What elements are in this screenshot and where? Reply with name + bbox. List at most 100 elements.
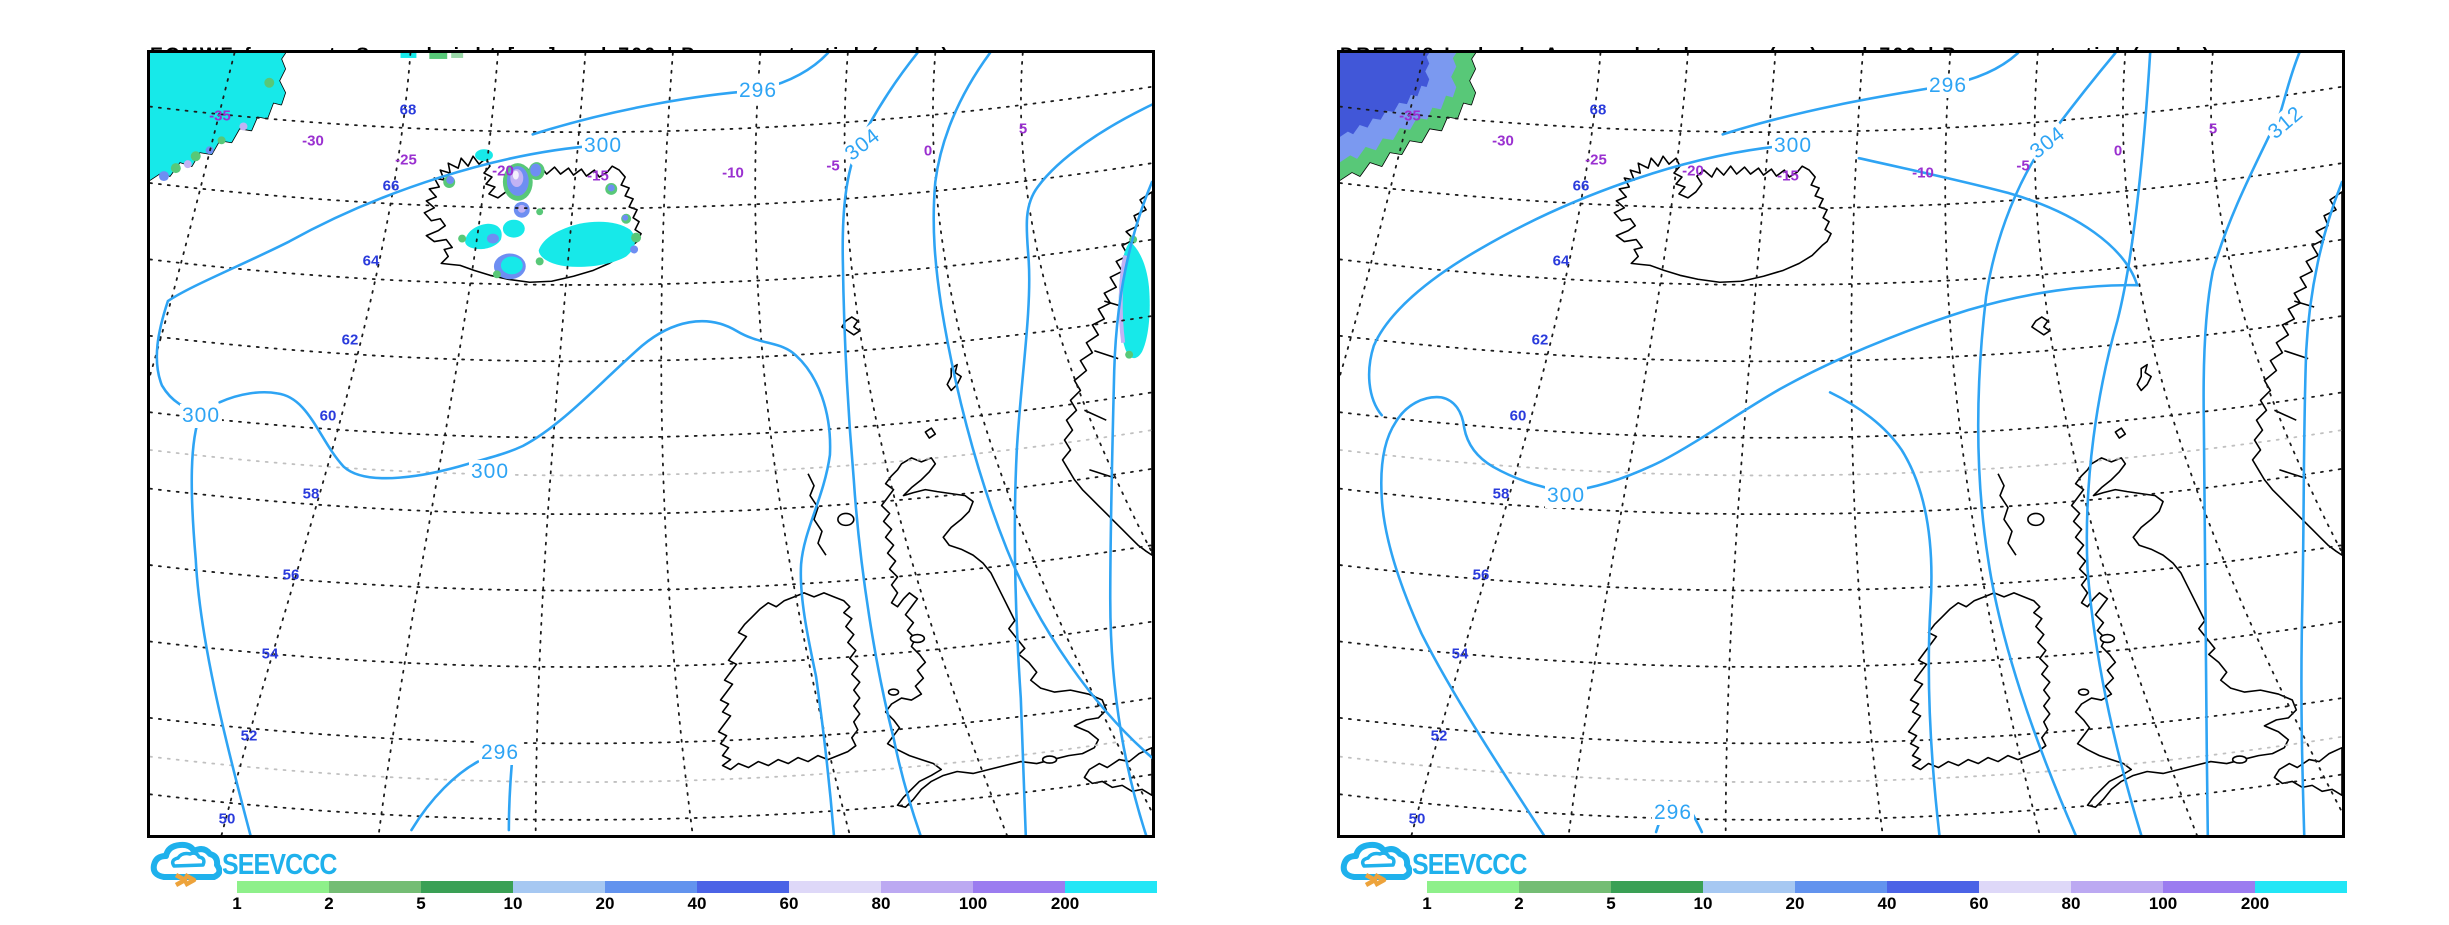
temperature-label: 0 xyxy=(923,142,933,160)
geopotential-contour-label: 296 xyxy=(1926,74,1970,98)
snow-field-overlay xyxy=(150,53,1150,359)
temperature-label: -10 xyxy=(1912,164,1934,182)
latitude-label: 56 xyxy=(1472,566,1490,584)
temperature-label: -25 xyxy=(395,151,417,169)
temperature-label: -35 xyxy=(1399,107,1421,125)
coastlines xyxy=(1340,53,2342,809)
temperature-label: 5 xyxy=(2208,120,2218,138)
colorbar-segment xyxy=(1427,881,1519,893)
temperature-label: 0 xyxy=(2113,142,2123,160)
temperature-label: -5 xyxy=(2016,157,2030,175)
colorbar-tick-label: 100 xyxy=(958,894,988,913)
latitude-label: 50 xyxy=(1408,810,1426,828)
latitude-label: 68 xyxy=(1589,101,1607,119)
colorbar-tick-label: 80 xyxy=(871,894,891,913)
cloud-logo-icon xyxy=(148,835,223,896)
colorbar-segment xyxy=(237,881,329,893)
colorbar-segment xyxy=(1611,881,1703,893)
colorbar-segment xyxy=(421,881,513,893)
snow-colorbar-labels: 1 2 5 10 20 40 60 80 100 200 xyxy=(232,894,1157,916)
temperature-label: -25 xyxy=(1585,151,1607,169)
cloud-logo-svg xyxy=(1340,841,1413,887)
snow-field-overlay xyxy=(1340,53,1476,181)
colorbar-segment xyxy=(1703,881,1795,893)
latitude-label: 66 xyxy=(1572,177,1590,195)
latitude-label: 64 xyxy=(362,252,380,270)
colorbar-segment xyxy=(1065,881,1157,893)
colorbar-segment xyxy=(2071,881,2163,893)
temperature-label: -20 xyxy=(492,162,514,180)
colorbar-tick-label: 2 xyxy=(1514,894,1524,913)
colorbar-tick-label: 60 xyxy=(1969,894,1989,913)
seevccc-logo: SEEVCCC xyxy=(1338,836,1545,894)
colorbar-tick-label: 20 xyxy=(595,894,615,913)
temperature-label: -30 xyxy=(302,132,324,150)
colorbar-tick-label: 40 xyxy=(1877,894,1897,913)
geopotential-contour-label: 300 xyxy=(1771,134,1815,158)
temperature-label: -5 xyxy=(826,157,840,175)
temperature-label: 5 xyxy=(1018,120,1028,138)
map-canvas xyxy=(1340,53,2342,835)
geopotential-contour-label: 300 xyxy=(1544,484,1588,508)
colorbar-segment xyxy=(697,881,789,893)
geopotential-contour-label: 296 xyxy=(1651,801,1695,825)
temperature-label: -10 xyxy=(722,164,744,182)
latitude-label: 60 xyxy=(319,407,337,425)
temperature-label: -20 xyxy=(1682,162,1704,180)
map-canvas xyxy=(150,53,1152,835)
snow-colorbar-labels: 1 2 5 10 20 40 60 80 100 200 xyxy=(1422,894,2347,916)
latitude-label: 62 xyxy=(1531,331,1549,349)
cloud-logo-icon xyxy=(1338,835,1413,896)
graticule-grid xyxy=(150,53,1152,835)
temperature-label: -30 xyxy=(1492,132,1514,150)
latitude-label: 54 xyxy=(261,645,279,663)
latitude-label: 64 xyxy=(1552,252,1570,270)
colorbar-tick-label: 2 xyxy=(324,894,334,913)
colorbar-segment xyxy=(1887,881,1979,893)
snow-colorbar xyxy=(1427,881,2347,893)
colorbar-tick-label: 40 xyxy=(687,894,707,913)
colorbar-tick-label: 1 xyxy=(232,894,242,913)
colorbar-tick-label: 5 xyxy=(416,894,426,913)
colorbar-tick-label: 200 xyxy=(2240,894,2270,913)
graticule-grid xyxy=(1340,53,2342,835)
coastlines xyxy=(150,53,1152,809)
colorbar-segment xyxy=(2255,881,2347,893)
colorbar-segment xyxy=(789,881,881,893)
map-dream8: 68 66 64 62 60 58 56 54 52 50 -35 -30 -25 -20 -15 -10 -5… xyxy=(1337,50,2345,838)
geopotential-contour-label: 296 xyxy=(736,79,780,103)
temperature-label: -15 xyxy=(1777,167,1799,185)
colorbar-segment xyxy=(329,881,421,893)
latitude-label: 52 xyxy=(240,727,258,745)
latitude-label: 60 xyxy=(1509,407,1527,425)
colorbar-segment xyxy=(1519,881,1611,893)
geopotential-contour-label: 296 xyxy=(478,741,522,765)
colorbar-tick-label: 5 xyxy=(1606,894,1616,913)
cloud-logo-svg xyxy=(150,841,223,887)
latitude-label: 56 xyxy=(282,566,300,584)
colorbar-segment xyxy=(1795,881,1887,893)
latitude-label: 58 xyxy=(1492,485,1510,503)
map-ecmwf: 68 66 64 62 60 58 56 54 52 50 -35 -30 -25 -20 -15 -10 -5… xyxy=(147,50,1155,838)
geopotential-contour-label: 300 xyxy=(468,460,512,484)
colorbar-tick-label: 20 xyxy=(1785,894,1805,913)
latitude-label: 54 xyxy=(1451,645,1469,663)
latitude-label: 62 xyxy=(341,331,359,349)
temperature-label: -15 xyxy=(587,167,609,185)
snow-colorbar xyxy=(237,881,1157,893)
colorbar-segment xyxy=(1979,881,2071,893)
colorbar-tick-label: 60 xyxy=(779,894,799,913)
logo-text: SEEVCCC xyxy=(222,848,337,881)
colorbar-tick-label: 10 xyxy=(1693,894,1713,913)
colorbar-segment xyxy=(973,881,1065,893)
colorbar-tick-label: 1 xyxy=(1422,894,1432,913)
seevccc-logo: SEEVCCC xyxy=(148,836,355,894)
latitude-label: 58 xyxy=(302,485,320,503)
colorbar-segment xyxy=(2163,881,2255,893)
colorbar-tick-label: 80 xyxy=(2061,894,2081,913)
geopotential-contour-label: 300 xyxy=(581,134,625,158)
colorbar-segment xyxy=(605,881,697,893)
colorbar-segment xyxy=(513,881,605,893)
geopotential-contour-label: 300 xyxy=(179,404,223,428)
